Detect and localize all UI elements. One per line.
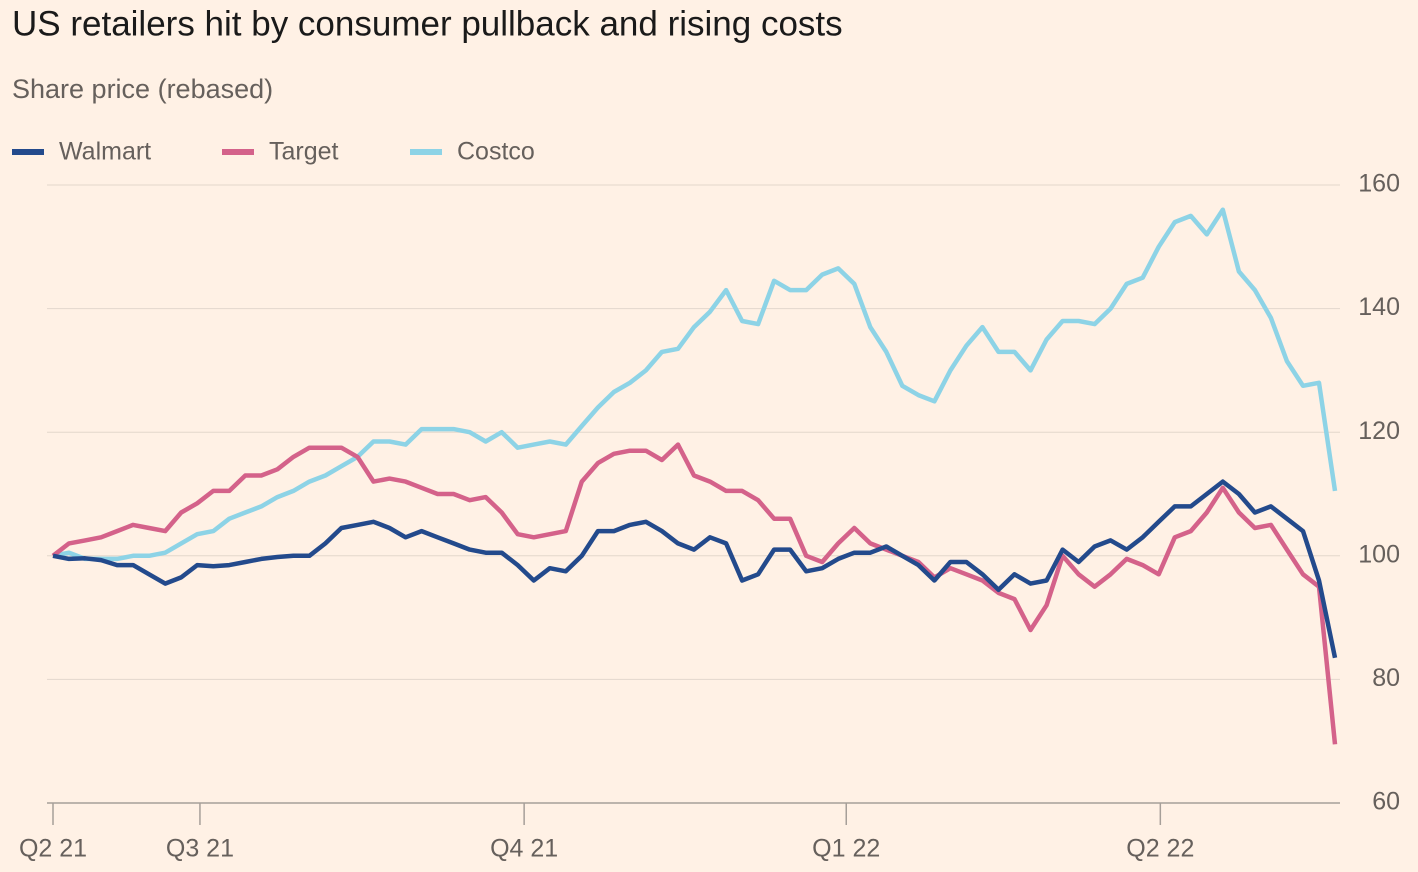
x-tick-label: Q1 22 — [812, 835, 880, 863]
y-tick-label: 100 — [1358, 540, 1400, 568]
x-tick-label: Q4 21 — [490, 835, 558, 863]
legend-label: Walmart — [59, 138, 151, 166]
legend-label: Costco — [457, 138, 535, 166]
series-line — [52, 479, 1338, 659]
y-tick-label: 80 — [1372, 664, 1400, 692]
chart-subtitle: Share price (rebased) — [12, 74, 273, 104]
x-tick-label: Q2 21 — [19, 835, 87, 863]
series-line — [51, 442, 1338, 745]
x-tick-label: Q2 22 — [1126, 835, 1194, 863]
y-tick-label: 60 — [1372, 788, 1400, 816]
series-line — [52, 207, 1338, 562]
chart-title: US retailers hit by consumer pullback an… — [12, 4, 843, 43]
y-tick-label: 140 — [1358, 293, 1400, 321]
x-tick-label: Q3 21 — [166, 835, 234, 863]
y-tick-label: 120 — [1358, 417, 1400, 445]
y-tick-label: 160 — [1358, 170, 1400, 198]
legend-label: Target — [269, 138, 339, 166]
